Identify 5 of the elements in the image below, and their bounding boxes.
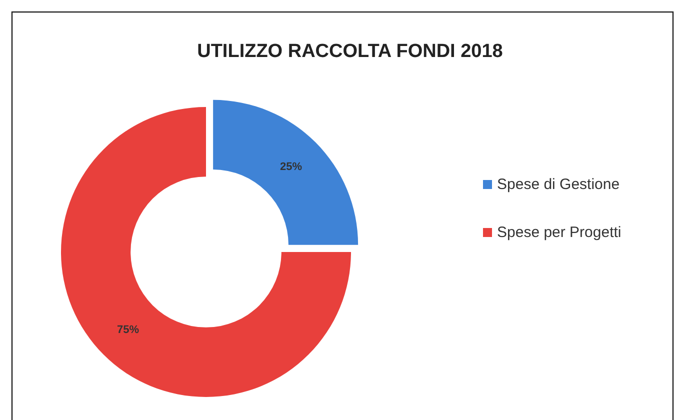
data-label: 75% bbox=[117, 324, 140, 336]
legend-label: Spese per Progetti bbox=[497, 224, 622, 241]
legend-label: Spese di Gestione bbox=[497, 176, 620, 193]
chart-title: UTILIZZO RACCOLTA FONDI 2018 bbox=[197, 41, 503, 62]
data-label: 25% bbox=[280, 160, 302, 173]
